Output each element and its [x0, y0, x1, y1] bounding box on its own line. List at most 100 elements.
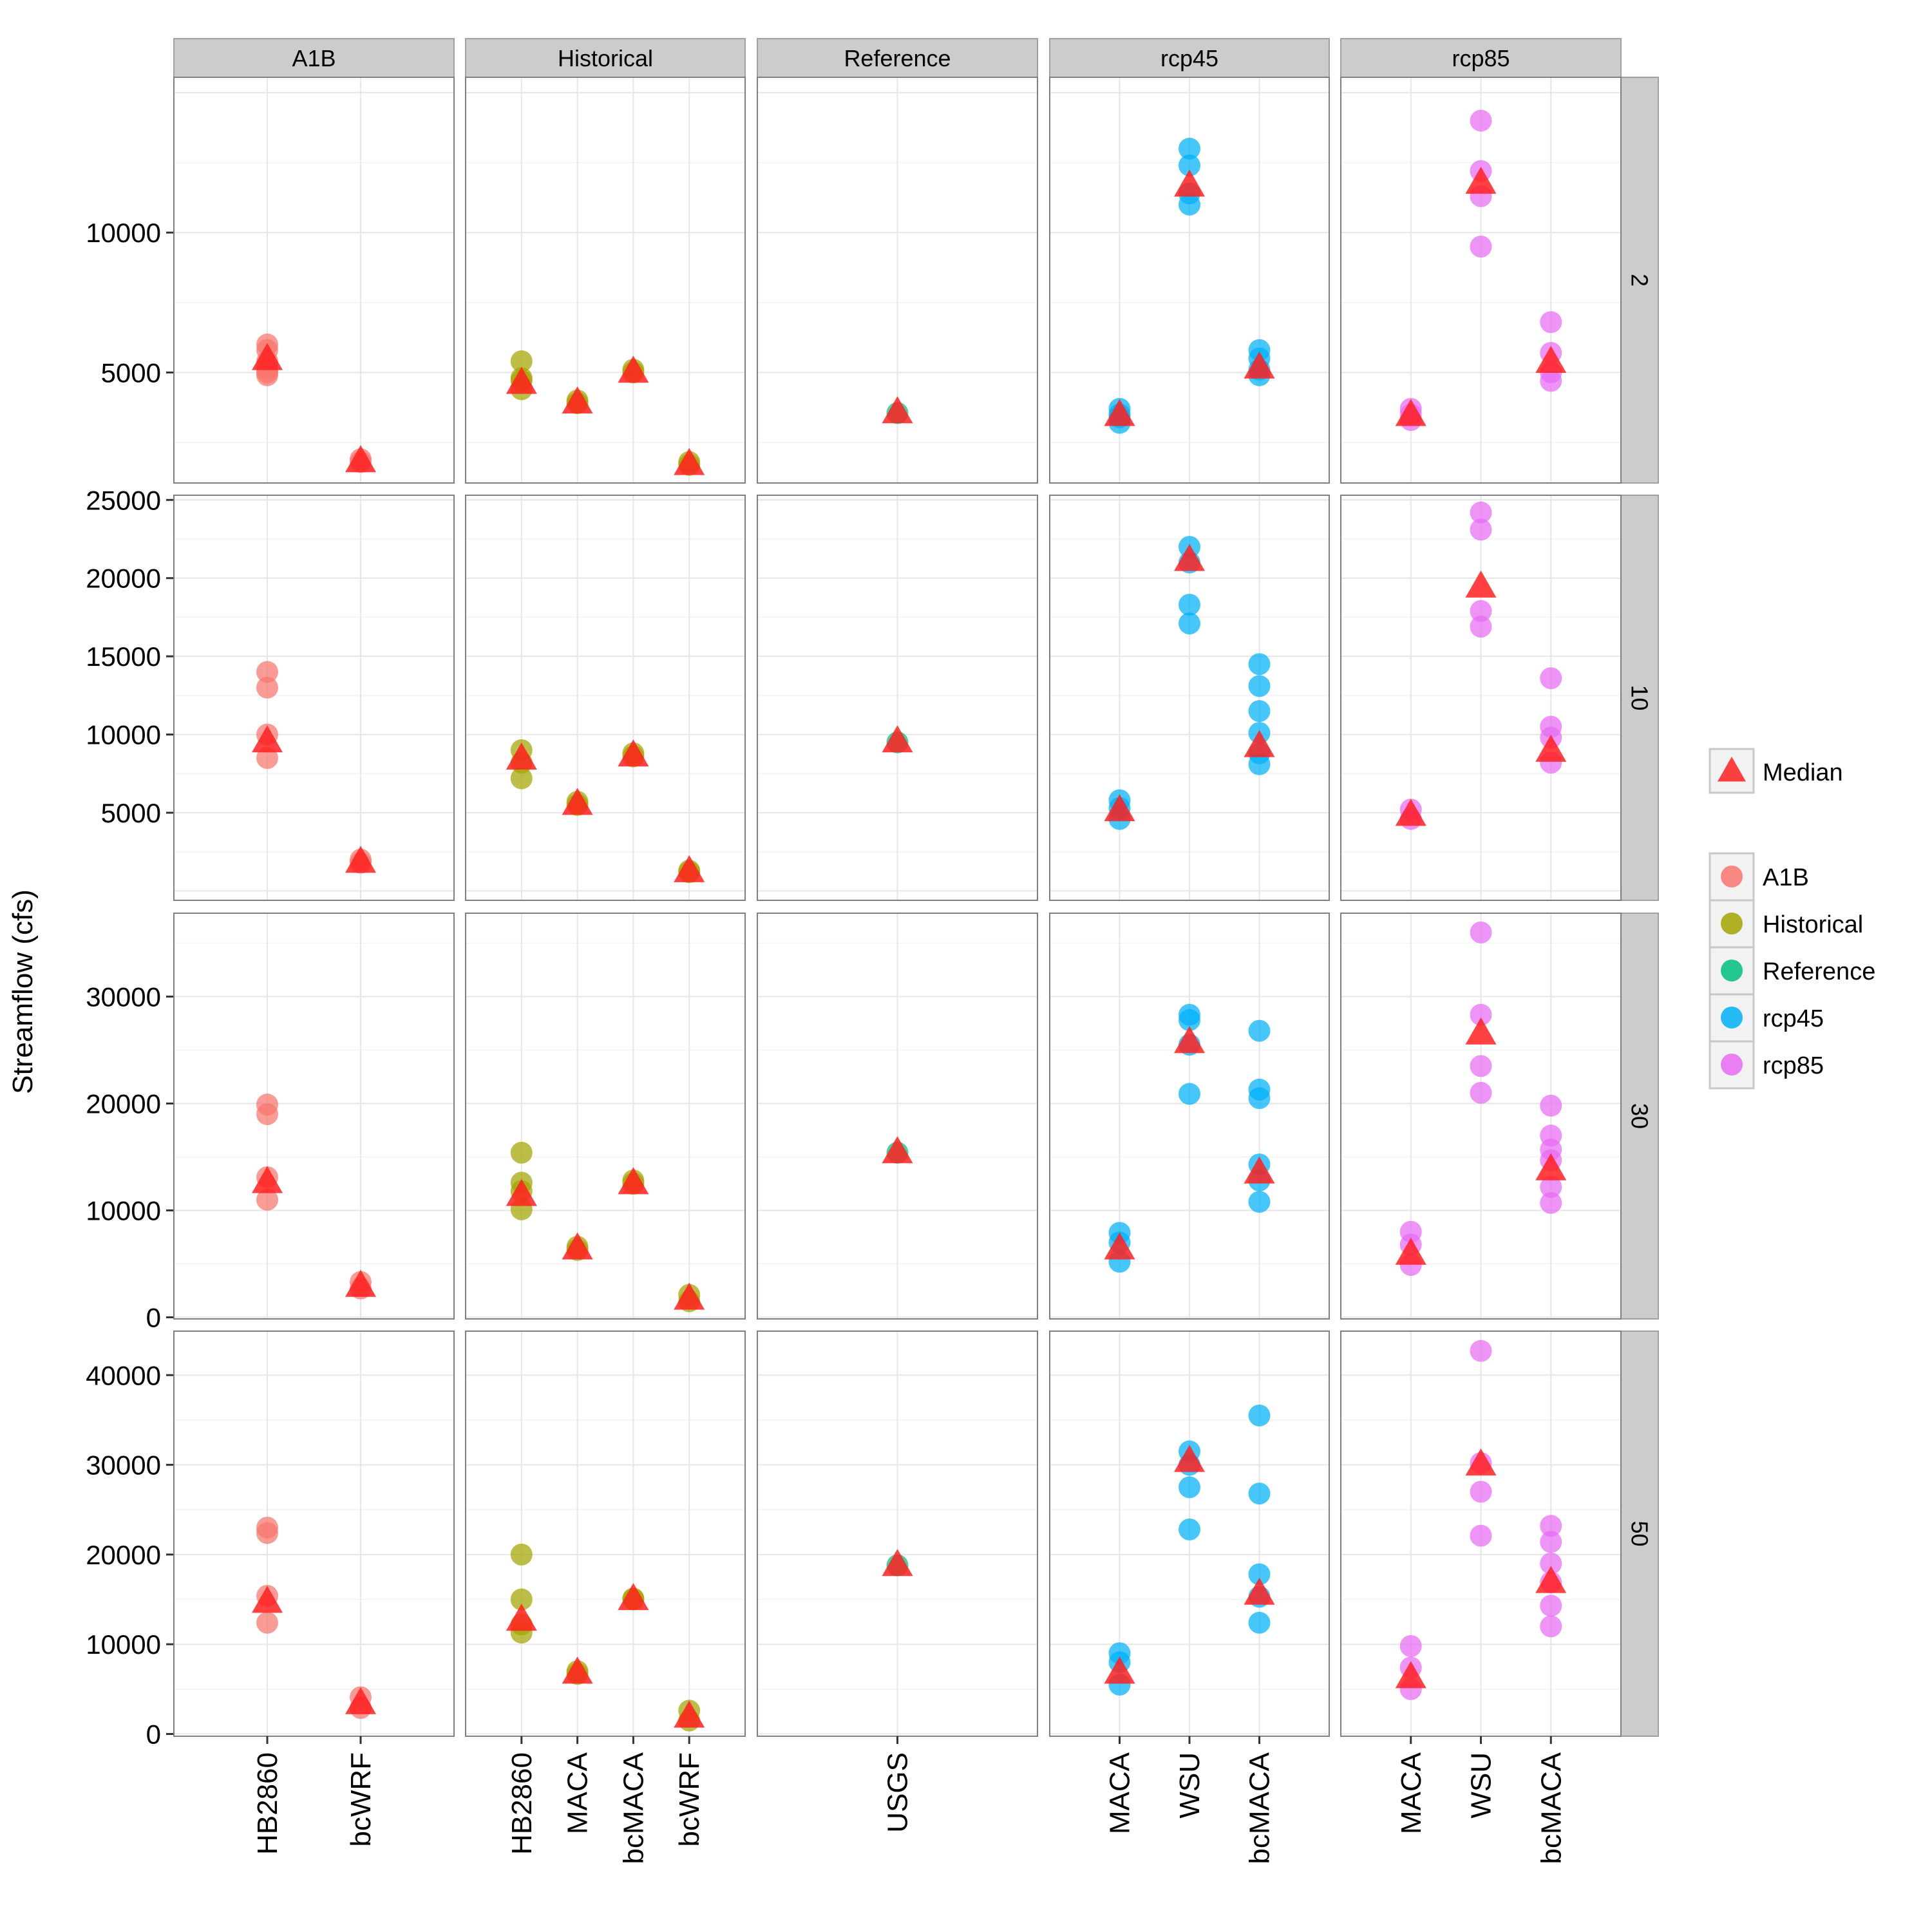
point-rcp85-wsu [1470, 1340, 1492, 1362]
point-rcp45-wsu [1179, 137, 1200, 160]
median-marker-historical-bcmaca [618, 1583, 649, 1611]
median-marker-a1b-bcwrf [345, 846, 376, 873]
panel-historical-10 [465, 495, 746, 901]
point-rcp85-bcmaca [1540, 1595, 1562, 1617]
column-strip-rcp45: rcp45 [1049, 38, 1330, 78]
panel-grid [757, 495, 1037, 900]
median-marker-rcp45-wsu [1174, 169, 1205, 197]
median-marker-rcp45-wsu [1174, 1026, 1205, 1054]
panel-points [1395, 109, 1567, 431]
median-marker-rcp45-maca [1104, 1656, 1135, 1684]
panel-reference-50 [757, 1331, 1038, 1737]
point-rcp45-wsu [1179, 1518, 1200, 1540]
column-strip-reference: Reference [757, 38, 1038, 78]
panel-rcp85-30 [1340, 913, 1622, 1320]
panel-points [882, 725, 913, 753]
panel-points [1104, 1003, 1275, 1273]
x-tick-label: bcMACA [1535, 1752, 1567, 1864]
panel-rcp85-50 [1340, 1331, 1622, 1737]
point-rcp85-wsu [1470, 616, 1492, 638]
panel-border [173, 913, 455, 1320]
column-strip-background [465, 38, 746, 78]
y-tick-label: 10000 [86, 1629, 161, 1660]
median-marker-reference-usgs [882, 1136, 913, 1164]
point-rcp45-bcmaca [1248, 1191, 1271, 1213]
point-a1b-hb2860 [256, 1522, 278, 1544]
median-marker-rcp45-maca [1104, 1232, 1135, 1260]
panel-points [882, 1136, 913, 1164]
panel-border [1340, 77, 1622, 484]
median-marker-rcp85-wsu [1465, 570, 1497, 598]
panel-points [1395, 921, 1567, 1276]
y-tick-label: 20000 [86, 1540, 161, 1570]
y-tick-label: 30000 [86, 1450, 161, 1481]
panel-a1b-10 [173, 495, 455, 901]
median-marker-reference-usgs [882, 725, 913, 753]
point-rcp45-bcmaca [1248, 753, 1271, 775]
panel-background [174, 77, 454, 483]
panel-border [465, 913, 746, 1320]
point-rcp45-bcmaca [1248, 1087, 1271, 1110]
panel-a1b-50 [173, 1331, 455, 1737]
point-historical-hb2860 [510, 350, 533, 372]
point-rcp85-maca [1399, 1634, 1422, 1657]
panel-background [174, 913, 454, 1319]
panel-background [174, 495, 454, 900]
median-marker-historical-hb2860 [506, 366, 537, 394]
median-marker-historical-bcmaca [618, 739, 649, 767]
point-historical-hb2860 [510, 1141, 533, 1164]
x-tick-label: bcMACA [1244, 1752, 1276, 1864]
panel-rcp85-2 [1340, 77, 1622, 484]
legend-point-icon [1721, 960, 1743, 981]
panel-background [466, 77, 745, 483]
y-tick-label: 5000 [101, 798, 161, 828]
point-a1b-hb2860 [256, 661, 278, 683]
median-marker-a1b-hb2860 [252, 1586, 283, 1613]
panel-grid [757, 913, 1037, 1319]
median-marker-historical-bcwrf [674, 1700, 705, 1728]
x-axis-rcp85: MACA WSU bcMACA [1396, 1736, 1567, 1864]
median-marker-rcp85-maca [1395, 799, 1426, 826]
column-strip-label: A1B [292, 45, 336, 71]
x-tick-label: bcMACA [618, 1752, 649, 1864]
legend: Median A1B Historical Reference rcp45 rcp85 [1709, 748, 1875, 1090]
y-tick-label: 0 [146, 1303, 161, 1333]
point-rcp85-wsu [1470, 518, 1492, 541]
legend-point-icon [1721, 1054, 1743, 1075]
point-a1b-hb2860 [256, 747, 278, 769]
panel-points [1395, 1340, 1567, 1700]
median-marker-historical-bcmaca [618, 355, 649, 383]
panel-rcp45-30 [1049, 913, 1330, 1320]
point-a1b-hb2860 [256, 676, 278, 699]
median-marker-rcp45-bcmaca [1244, 730, 1275, 757]
y-tick-label: 20000 [86, 564, 161, 594]
y-tick-label: 10000 [86, 720, 161, 750]
panel-reference-30 [757, 913, 1038, 1320]
column-strip-label: rcp85 [1452, 45, 1510, 71]
median-marker-rcp45-wsu [1174, 544, 1205, 571]
panel-grid [466, 77, 745, 483]
legend-label: rcp85 [1763, 1052, 1824, 1079]
panel-points [252, 1517, 376, 1719]
median-marker-a1b-hb2860 [252, 1166, 283, 1193]
panel-grid [174, 1331, 454, 1736]
panel-points [1395, 501, 1567, 830]
point-rcp45-wsu [1179, 1009, 1200, 1032]
x-axis-rcp45: MACA WSU bcMACA [1104, 1736, 1276, 1864]
panel-rcp45-50 [1049, 1331, 1330, 1737]
median-marker-rcp85-maca [1395, 1237, 1426, 1265]
legend-label: Reference [1763, 958, 1875, 985]
panel-points [506, 739, 705, 884]
x-tick-label: USGS [882, 1752, 914, 1833]
point-rcp85-bcmaca [1540, 1515, 1562, 1537]
panel-points [882, 396, 913, 424]
median-marker-historical-bcwrf [674, 855, 705, 882]
point-rcp85-bcmaca [1540, 370, 1562, 392]
row-strip-10: 10 [1620, 495, 1659, 901]
median-marker-a1b-bcwrf [345, 1687, 376, 1714]
x-tick-label: WSU [1174, 1752, 1206, 1819]
x-tick-label: WSU [1466, 1752, 1497, 1819]
point-rcp45-wsu [1179, 612, 1200, 635]
median-marker-historical-hb2860 [506, 743, 537, 770]
median-marker-historical-maca [562, 788, 593, 815]
